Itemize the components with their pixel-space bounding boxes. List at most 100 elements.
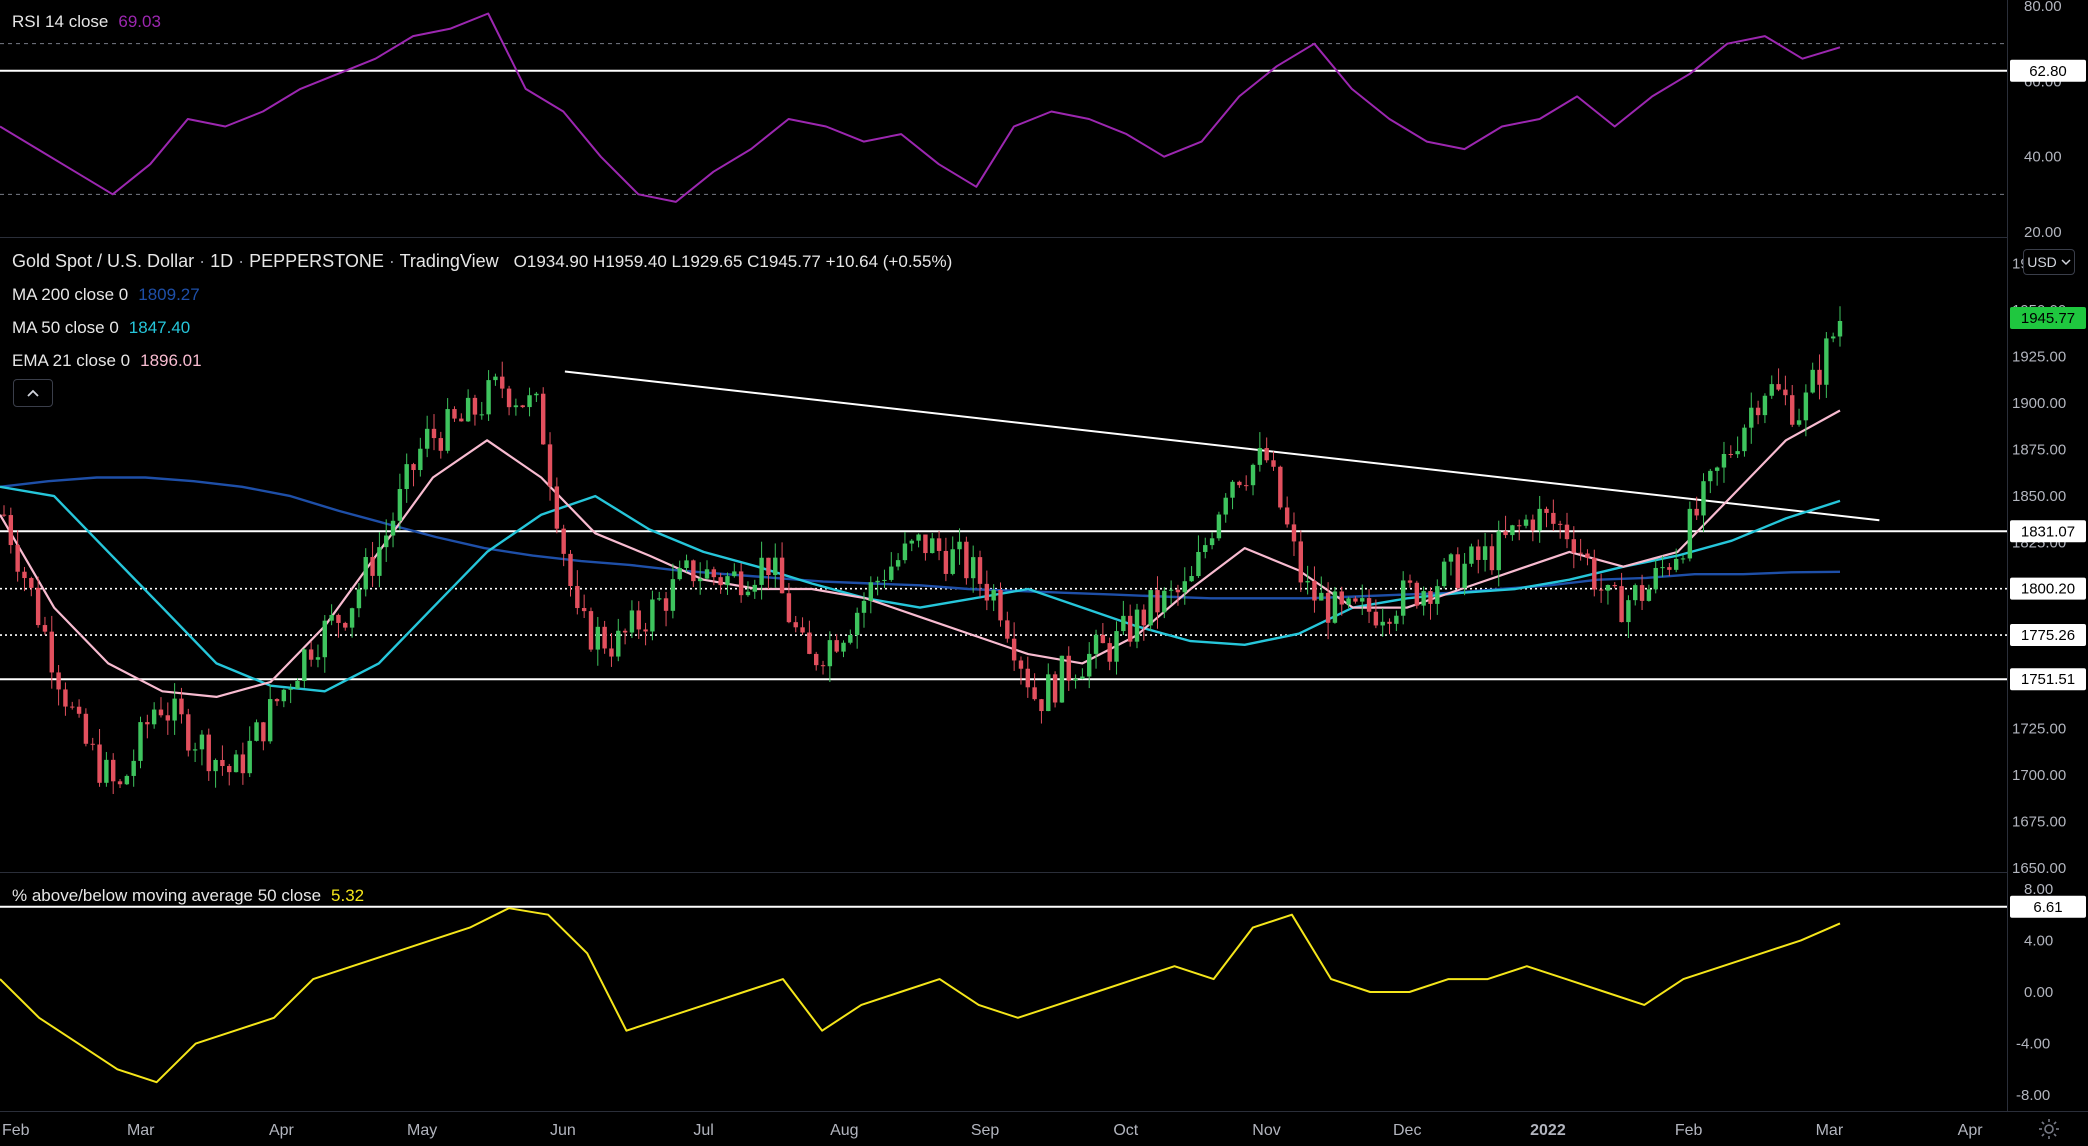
candle-body[interactable] (561, 528, 566, 554)
candle-body[interactable] (1503, 531, 1508, 536)
candle-body[interactable] (145, 722, 150, 725)
candle-body[interactable] (936, 538, 942, 551)
candle-body[interactable] (261, 722, 266, 742)
candle-body[interactable] (697, 578, 703, 582)
candle-body[interactable] (336, 614, 341, 623)
candle-body[interactable] (895, 560, 901, 567)
rsi-level-badge[interactable]: 62.80 (2010, 59, 2086, 82)
candle-body[interactable] (329, 614, 334, 621)
candle-body[interactable] (814, 653, 819, 666)
candle-body[interactable] (254, 722, 259, 741)
candle-body[interactable] (411, 464, 416, 471)
candle-body[interactable] (70, 706, 75, 708)
candle-body[interactable] (1148, 590, 1153, 626)
candle-body[interactable] (1837, 321, 1843, 337)
ema21-legend[interactable]: EMA 21 close 0 1896.01 (12, 351, 202, 371)
candle-body[interactable] (1325, 592, 1331, 623)
candle-body[interactable] (1066, 655, 1071, 681)
candle-body[interactable] (90, 743, 95, 745)
candle-body[interactable] (1332, 591, 1338, 623)
candle-body[interactable] (1039, 699, 1044, 712)
candle-body[interactable] (1107, 643, 1112, 662)
candle-body[interactable] (506, 388, 512, 408)
candle-body[interactable] (29, 578, 34, 588)
candle-body[interactable] (1626, 600, 1631, 623)
candle-body[interactable] (138, 722, 143, 761)
candle-body[interactable] (984, 583, 990, 601)
candle-body[interactable] (1646, 589, 1652, 601)
candle-body[interactable] (377, 547, 382, 576)
candle-body[interactable] (725, 576, 730, 586)
candle-body[interactable] (1230, 481, 1235, 498)
candle-body[interactable] (629, 610, 635, 633)
candle-body[interactable] (868, 582, 874, 601)
candle-body[interactable] (1428, 591, 1433, 604)
candle-body[interactable] (418, 448, 423, 471)
candle-body[interactable] (1790, 395, 1795, 425)
candle-body[interactable] (670, 579, 676, 611)
candle-body[interactable] (1653, 567, 1658, 590)
candle-body[interactable] (1476, 546, 1481, 560)
candle-body[interactable] (1250, 464, 1256, 486)
candle-body[interactable] (1005, 620, 1010, 639)
candle-body[interactable] (22, 571, 27, 579)
candle-body[interactable] (1578, 552, 1583, 554)
candle-body[interactable] (657, 598, 662, 600)
candle-body[interactable] (711, 569, 717, 578)
candle-body[interactable] (1469, 546, 1474, 564)
candle-body[interactable] (732, 571, 737, 577)
candle-body[interactable] (356, 589, 362, 609)
candle-body[interactable] (779, 557, 785, 594)
candle-body[interactable] (493, 376, 498, 381)
candle-body[interactable] (104, 759, 109, 783)
candle-body[interactable] (124, 775, 130, 785)
candle-body[interactable] (302, 649, 307, 681)
candle-body[interactable] (1462, 563, 1467, 588)
candle-body[interactable] (349, 608, 355, 628)
candle-body[interactable] (1080, 676, 1085, 679)
candle-body[interactable] (1762, 395, 1768, 416)
candle-body[interactable] (547, 444, 553, 487)
candle-body[interactable] (643, 629, 648, 632)
candle-body[interactable] (186, 714, 191, 751)
candle-body[interactable] (677, 568, 682, 580)
candle-body[interactable] (1380, 621, 1385, 626)
candle-body[interactable] (1598, 589, 1604, 591)
candle-body[interactable] (384, 535, 389, 548)
candle-body[interactable] (1482, 546, 1488, 560)
candle-body[interactable] (1803, 392, 1809, 421)
candle-body[interactable] (1339, 591, 1344, 605)
candle-body[interactable] (274, 699, 280, 702)
candle-body[interactable] (1701, 481, 1706, 516)
candle-body[interactable] (192, 749, 198, 751)
candle-body[interactable] (1510, 525, 1515, 536)
candle-body[interactable] (1264, 448, 1269, 461)
candle-body[interactable] (1298, 541, 1304, 583)
candle-body[interactable] (322, 620, 327, 658)
candle-body[interactable] (1018, 660, 1024, 669)
candle-body[interactable] (15, 545, 20, 572)
candle-body[interactable] (1810, 369, 1815, 393)
candle-body[interactable] (998, 589, 1003, 621)
candle-body[interactable] (1046, 674, 1051, 712)
candle-body[interactable] (1059, 655, 1065, 703)
candle-body[interactable] (950, 549, 955, 574)
candle-body[interactable] (479, 414, 484, 416)
candle-body[interactable] (220, 760, 225, 767)
candle-body[interactable] (370, 557, 375, 576)
candle-body[interactable] (1366, 598, 1372, 612)
candle-body[interactable] (1619, 586, 1624, 623)
candle-body[interactable] (1407, 580, 1413, 583)
candle-body[interactable] (1373, 611, 1379, 626)
collapse-legend-button[interactable] (13, 379, 53, 407)
candle-body[interactable] (1141, 609, 1147, 626)
candle-body[interactable] (1278, 466, 1283, 508)
candle-body[interactable] (117, 781, 123, 785)
candle-body[interactable] (1127, 615, 1133, 642)
candle-body[interactable] (1639, 585, 1645, 601)
candle-body[interactable] (1114, 631, 1119, 662)
candle-body[interactable] (738, 571, 744, 596)
candle-body[interactable] (752, 584, 757, 592)
candle-body[interactable] (1667, 567, 1672, 570)
candle-body[interactable] (1168, 589, 1174, 591)
